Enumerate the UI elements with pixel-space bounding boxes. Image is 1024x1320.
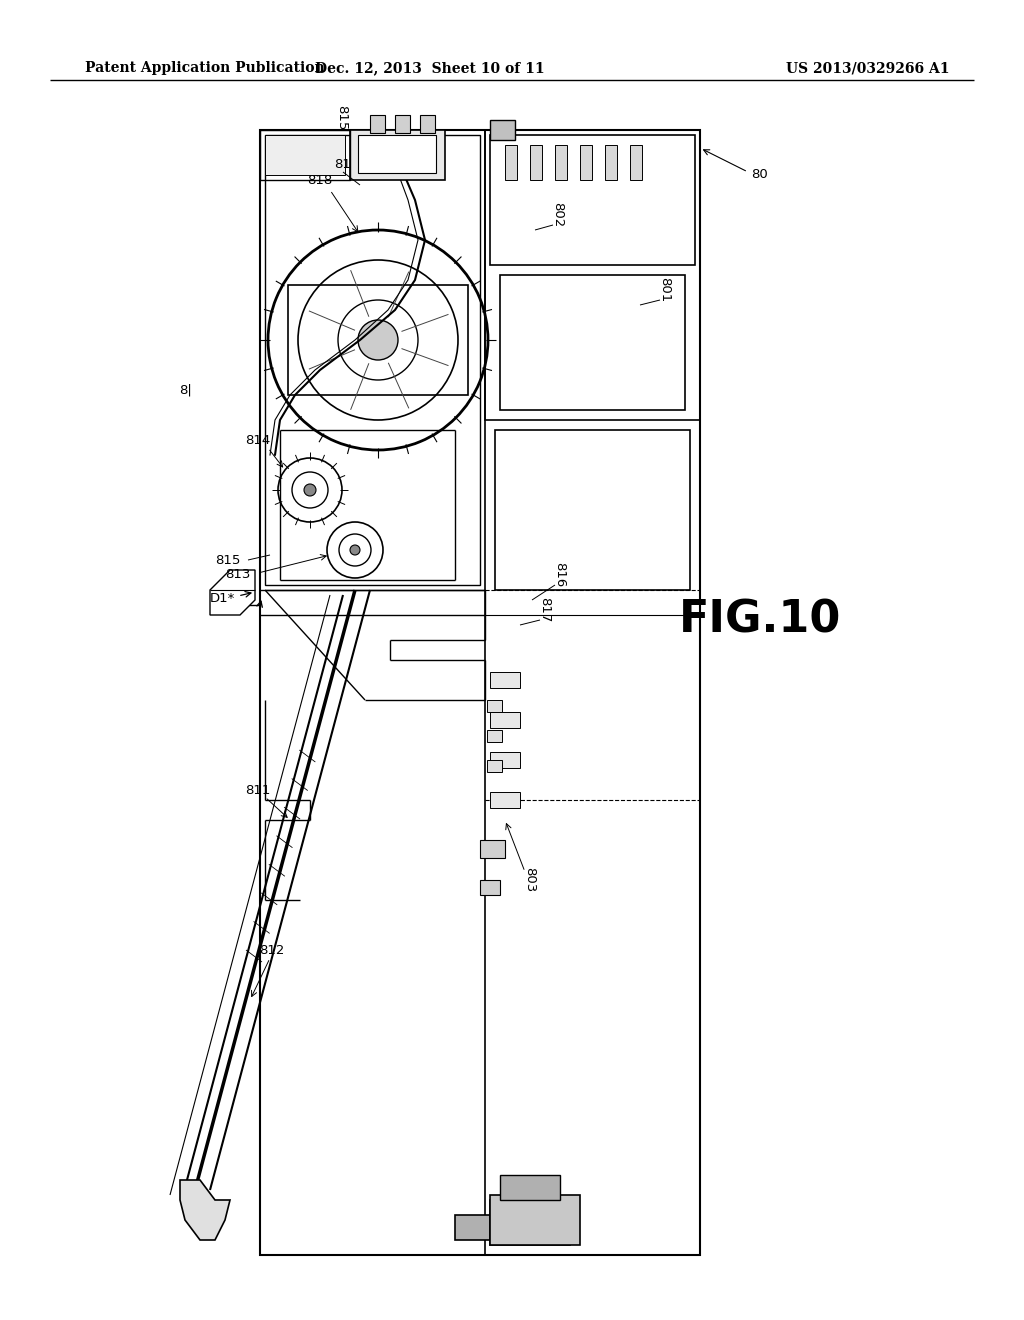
Bar <box>265 135 480 585</box>
Bar <box>580 145 592 180</box>
Text: 80: 80 <box>752 169 768 181</box>
Bar <box>605 145 617 180</box>
Bar <box>455 1214 490 1239</box>
Text: 815: 815 <box>336 106 348 131</box>
Text: 802: 802 <box>552 202 564 227</box>
Bar <box>358 135 436 173</box>
Bar <box>490 672 520 688</box>
Text: 817: 817 <box>539 598 552 623</box>
Bar <box>495 430 690 590</box>
Bar <box>490 792 520 808</box>
Bar <box>487 760 502 772</box>
Text: 816: 816 <box>554 562 566 587</box>
Text: 813: 813 <box>225 569 251 582</box>
Text: 812: 812 <box>259 944 285 957</box>
Text: Dec. 12, 2013  Sheet 10 of 11: Dec. 12, 2013 Sheet 10 of 11 <box>315 61 545 75</box>
Bar <box>490 1200 570 1245</box>
Bar <box>505 145 517 180</box>
Bar <box>530 145 542 180</box>
Bar <box>370 115 385 133</box>
Text: Patent Application Publication: Patent Application Publication <box>85 61 325 75</box>
Bar <box>487 730 502 742</box>
Bar <box>555 145 567 180</box>
Polygon shape <box>210 570 255 615</box>
Bar <box>490 135 695 265</box>
Bar <box>350 129 445 180</box>
Bar <box>395 115 410 133</box>
Bar <box>420 115 435 133</box>
Circle shape <box>358 319 398 360</box>
Bar <box>487 700 502 711</box>
Bar <box>500 275 685 411</box>
Bar <box>265 135 345 176</box>
Text: D1*: D1* <box>209 591 234 605</box>
Text: FIG.10: FIG.10 <box>679 598 841 642</box>
Text: 81: 81 <box>335 158 351 172</box>
Bar <box>480 840 505 858</box>
Bar <box>480 880 500 895</box>
Circle shape <box>304 484 316 496</box>
Text: US 2013/0329266 A1: US 2013/0329266 A1 <box>786 61 950 75</box>
Bar <box>260 129 700 1255</box>
Circle shape <box>350 545 360 554</box>
Text: 818: 818 <box>307 173 333 186</box>
Text: 814: 814 <box>246 433 270 446</box>
Text: 811: 811 <box>246 784 270 796</box>
Bar <box>500 1175 560 1200</box>
Bar <box>490 120 515 140</box>
Text: 801: 801 <box>658 277 672 302</box>
Bar <box>490 711 520 729</box>
Text: 815: 815 <box>215 553 241 566</box>
Bar <box>485 129 700 420</box>
Bar <box>490 1195 580 1245</box>
Bar <box>490 752 520 768</box>
Text: 8|: 8| <box>178 384 191 396</box>
Bar <box>260 129 350 180</box>
Text: 803: 803 <box>523 867 537 892</box>
Polygon shape <box>180 1180 230 1239</box>
Bar <box>630 145 642 180</box>
Bar <box>288 285 468 395</box>
